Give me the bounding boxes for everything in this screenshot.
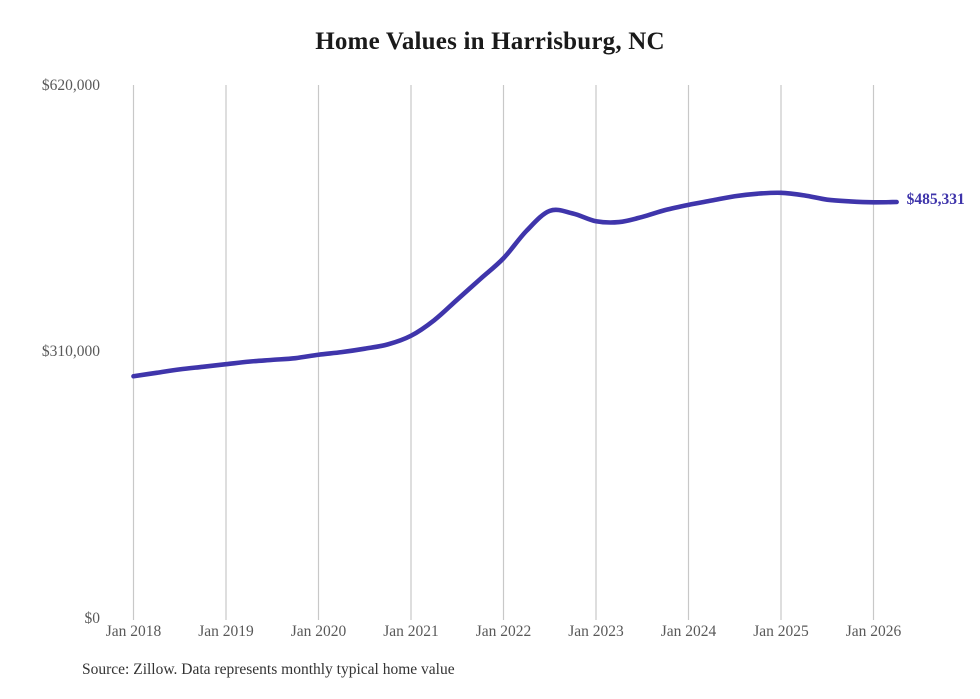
y-axis-tick-310000: $310,000: [41, 343, 100, 360]
x-axis-tick-jan-2024: Jan 2024: [660, 623, 717, 640]
y-axis-tick-620000: $620,000: [41, 77, 100, 94]
home-value-series-line: [131, 190, 899, 379]
x-axis-tick-jan-2018: Jan 2018: [105, 623, 162, 640]
end-value-label: $485,331: [906, 190, 965, 208]
x-axis-tick-jan-2019: Jan 2019: [198, 623, 254, 640]
chart-title: Home Values in Harrisburg, NC: [315, 28, 665, 55]
x-axis-tick-jan-2021: Jan 2021: [383, 623, 439, 640]
x-axis-tick-jan-2026: Jan 2026: [845, 623, 902, 640]
y-axis-tick-0: $0: [84, 610, 101, 627]
x-axis-tick-jan-2023: Jan 2023: [568, 623, 624, 640]
source-note: Source: Zillow. Data represents monthly …: [82, 661, 455, 678]
x-axis-tick-jan-2020: Jan 2020: [290, 623, 347, 640]
x-axis-tick-jan-2025: Jan 2025: [753, 623, 809, 640]
vertical-gridlines: [132, 85, 875, 620]
x-axis-tick-jan-2022: Jan 2022: [475, 623, 532, 640]
